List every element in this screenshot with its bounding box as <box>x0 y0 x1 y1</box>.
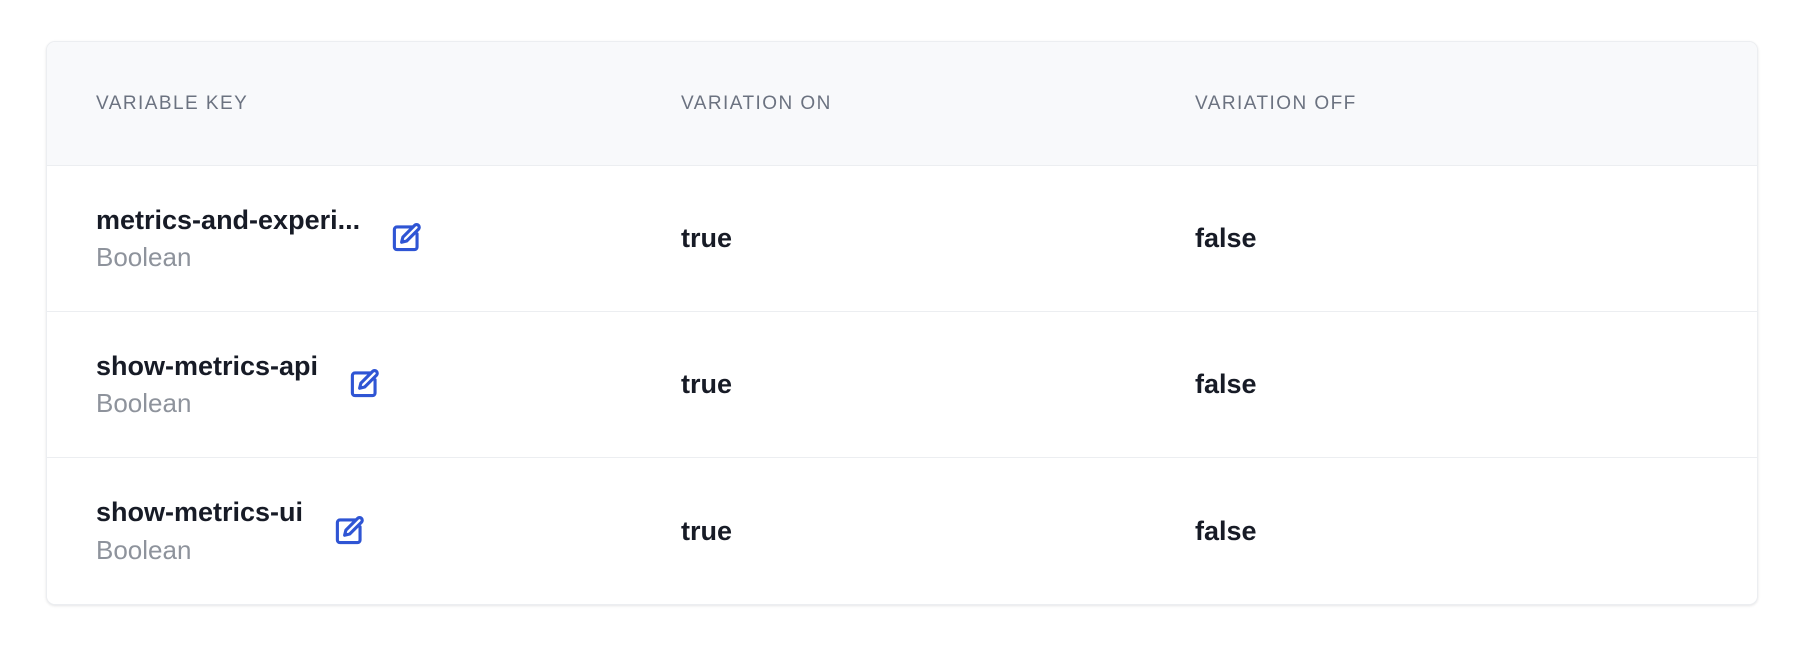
edit-pencil-square-icon <box>389 221 423 255</box>
cell-variable-key: show-metrics-ui Boolean <box>47 495 681 567</box>
edit-variable-button[interactable] <box>329 511 369 551</box>
variable-key-text-group: show-metrics-ui Boolean <box>96 495 303 567</box>
cell-variation-on: true <box>681 514 1195 549</box>
column-header-variable-key: VARIABLE KEY <box>96 92 249 114</box>
cell-variable-key: show-metrics-api Boolean <box>47 349 681 421</box>
variation-on-value: true <box>681 369 733 400</box>
column-header-variation-on: VARIATION ON <box>681 92 832 114</box>
variable-key-type: Boolean <box>96 242 192 273</box>
variation-on-value: true <box>681 223 733 254</box>
cell-variable-key: metrics-and-experi... Boolean <box>47 203 681 275</box>
edit-pencil-square-icon <box>347 367 381 401</box>
cell-variation-off: false <box>1195 367 1757 402</box>
variable-key-type: Boolean <box>96 388 192 419</box>
variable-key-name: show-metrics-ui <box>96 497 304 528</box>
variable-key-type: Boolean <box>96 534 192 565</box>
variable-key-name: show-metrics-api <box>96 350 319 381</box>
variation-off-value: false <box>1195 515 1257 546</box>
variations-table-card: VARIABLE KEY VARIATION ON VARIATION OFF … <box>46 41 1758 605</box>
cell-variation-off: false <box>1195 514 1757 549</box>
table-header-cell-variable-key: VARIABLE KEY <box>47 93 681 115</box>
variation-on-value: true <box>681 515 733 546</box>
variable-key-text-group: metrics-and-experi... Boolean <box>96 203 360 275</box>
table-row[interactable]: show-metrics-ui Boolean true <box>47 458 1757 604</box>
table-header-cell-variation-off: VARIATION OFF <box>1195 93 1757 115</box>
variable-key-group: show-metrics-ui Boolean <box>96 495 369 567</box>
variable-key-name: metrics-and-experi... <box>96 204 361 235</box>
edit-variable-button[interactable] <box>344 364 384 404</box>
variable-key-group: metrics-and-experi... Boolean <box>96 203 426 275</box>
table-row[interactable]: show-metrics-api Boolean true <box>47 312 1757 458</box>
variable-key-group: show-metrics-api Boolean <box>96 349 384 421</box>
variation-off-value: false <box>1195 369 1257 400</box>
variable-key-text-group: show-metrics-api Boolean <box>96 349 318 421</box>
table-header-cell-variation-on: VARIATION ON <box>681 93 1195 115</box>
edit-variable-button[interactable] <box>386 218 426 258</box>
cell-variation-on: true <box>681 367 1195 402</box>
cell-variation-off: false <box>1195 221 1757 256</box>
edit-pencil-square-icon <box>332 514 366 548</box>
column-header-variation-off: VARIATION OFF <box>1195 92 1357 114</box>
variation-off-value: false <box>1195 223 1257 254</box>
table-header-row: VARIABLE KEY VARIATION ON VARIATION OFF <box>47 42 1757 166</box>
cell-variation-on: true <box>681 221 1195 256</box>
table-row[interactable]: metrics-and-experi... Boolean true <box>47 166 1757 312</box>
